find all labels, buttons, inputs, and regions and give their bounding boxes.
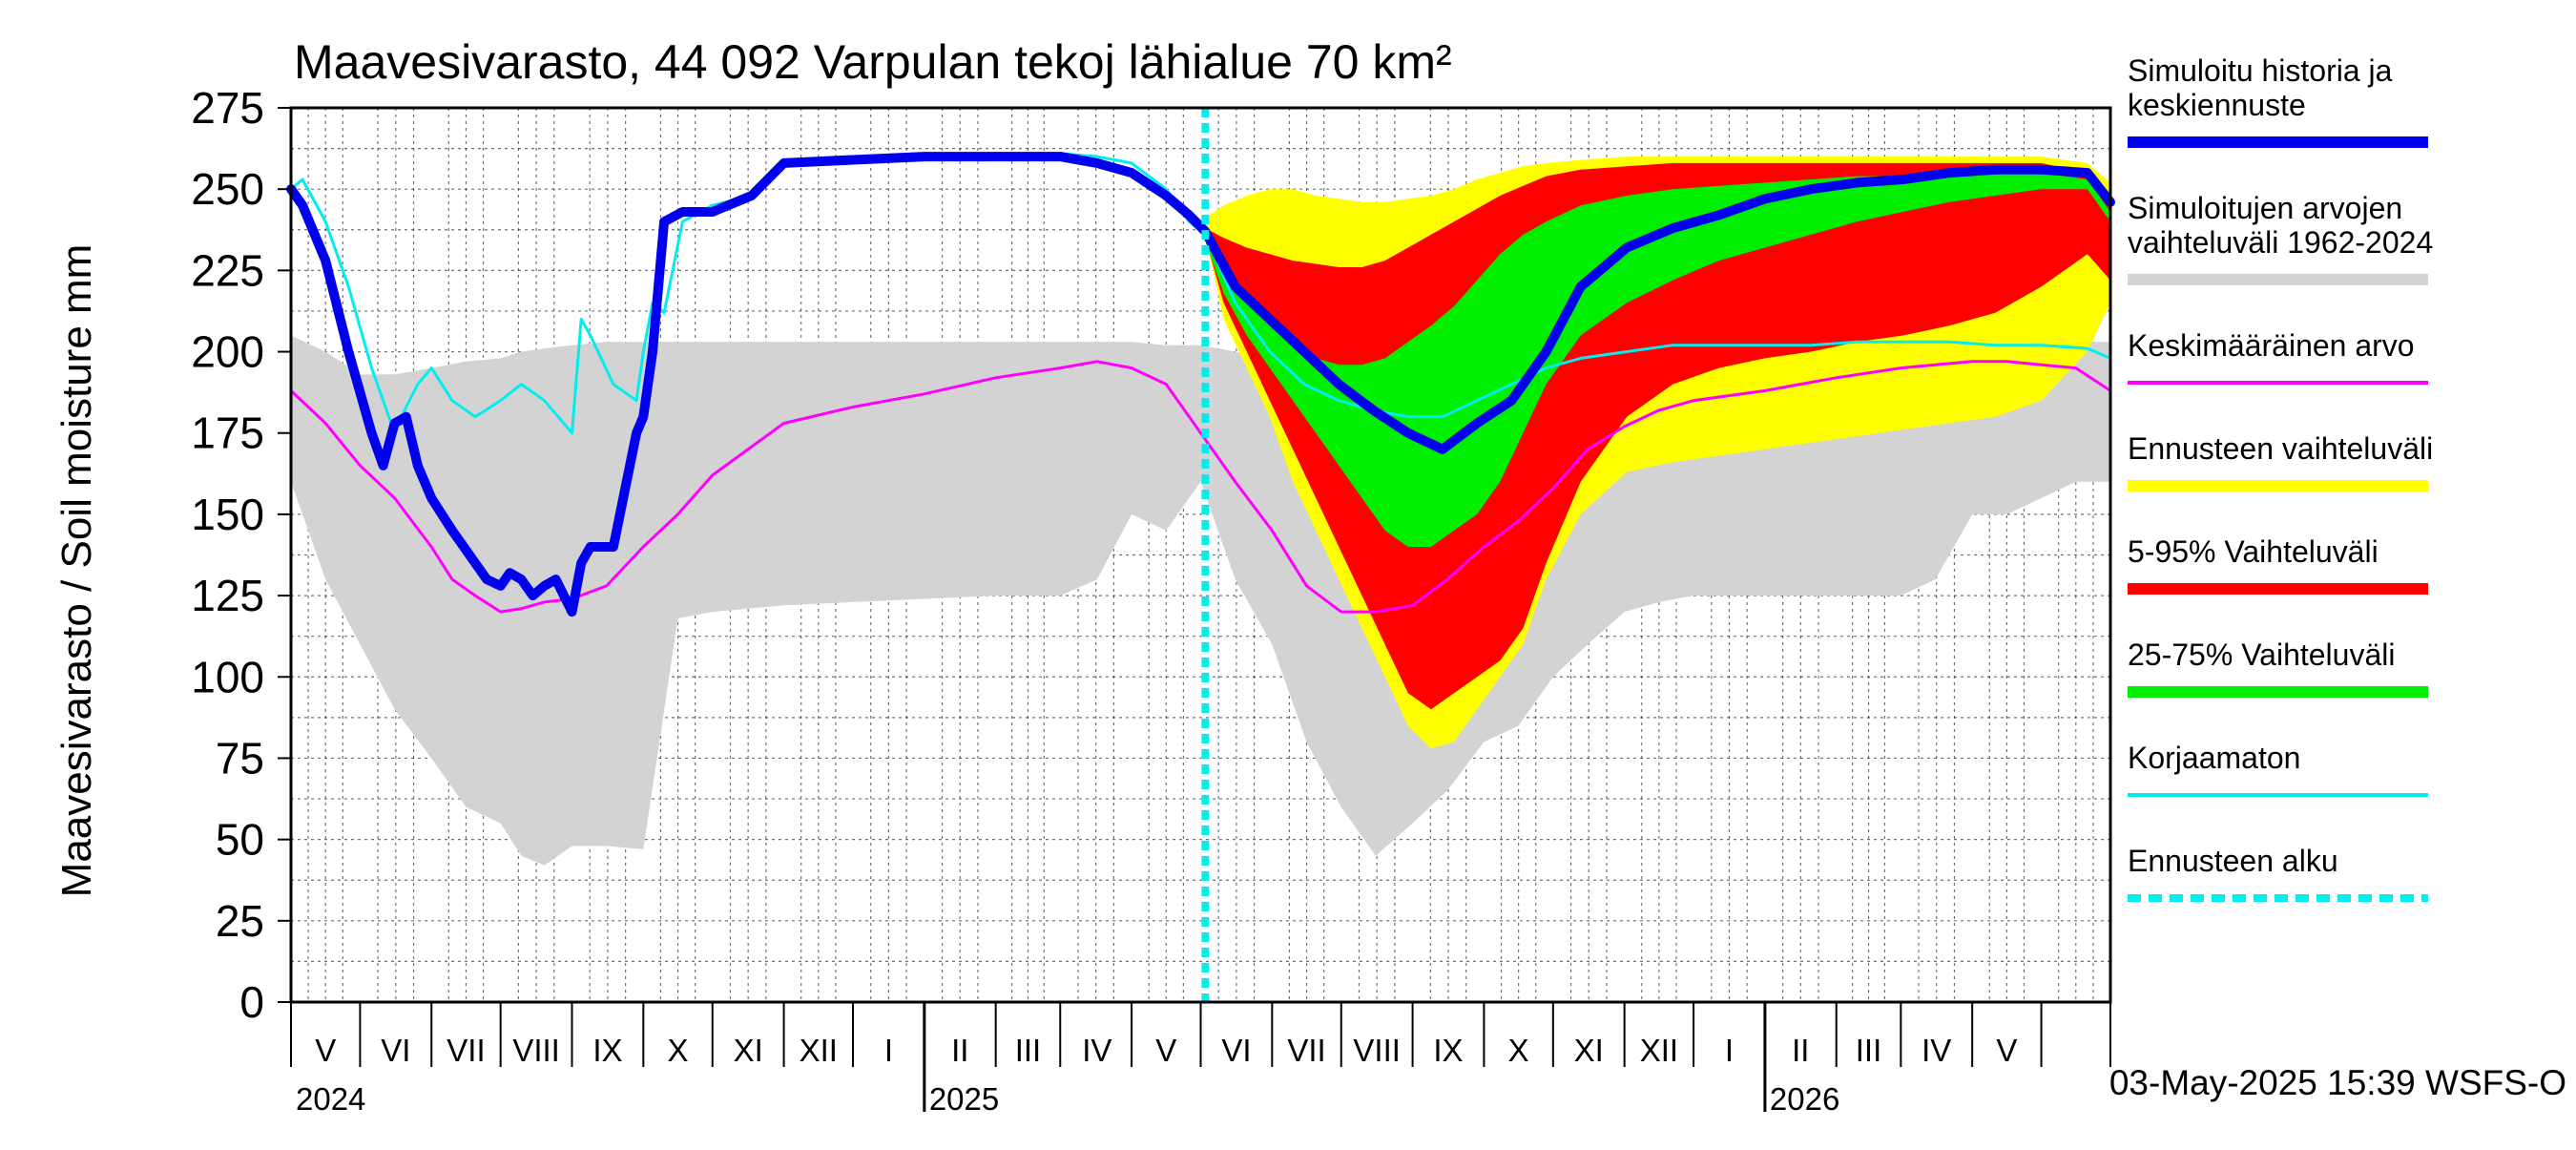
y-tick-label: 125 (191, 571, 264, 620)
y-tick-label: 225 (191, 245, 264, 295)
y-tick-label: 175 (191, 408, 264, 458)
y-tick-label: 50 (216, 815, 264, 865)
y-tick-label: 150 (191, 490, 264, 539)
month-label: VI (1221, 1033, 1251, 1068)
y-tick-label: 25 (216, 896, 264, 946)
month-label: II (951, 1033, 968, 1068)
legend-label: Keskimääräinen arvo (2128, 328, 2415, 363)
legend-label: 5-95% Vaihteluväli (2128, 534, 2379, 569)
legend-label-line: 5-95% Vaihteluväli (2128, 534, 2379, 569)
month-label: X (1508, 1033, 1529, 1068)
y-axis-label: Maavesivarasto / Soil moisture mm (53, 244, 100, 898)
legend-label-line: Ennusteen alku (2128, 844, 2338, 878)
month-label: I (884, 1033, 893, 1068)
month-label: IV (1922, 1033, 1951, 1068)
legend-label: Simuloitujen arvojen vaihteluväli 1962-20… (2128, 191, 2433, 260)
legend-label: 25-75% Vaihteluväli (2128, 638, 2395, 672)
year-label: 2025 (929, 1081, 999, 1117)
month-label: IX (1433, 1033, 1463, 1068)
month-label: IX (592, 1033, 622, 1068)
month-label: VII (1287, 1033, 1325, 1068)
legend-label-line: keskiennuste (2128, 88, 2306, 122)
legend-label: Ennusteen vaihteluväli (2128, 431, 2433, 466)
legend-label-line: 25-75% Vaihteluväli (2128, 638, 2395, 672)
legend: Simuloitu historia ja keskiennusteSimuloi… (2128, 53, 2433, 902)
month-label: VIII (1353, 1033, 1401, 1068)
month-label: X (668, 1033, 689, 1068)
month-label: VIII (512, 1033, 560, 1068)
chart-title: Maavesivarasto, 44 092 Varpulan tekoj lä… (294, 35, 1452, 89)
month-label: XI (1574, 1033, 1604, 1068)
timestamp: 03-May-2025 15:39 WSFS-O (2109, 1063, 2566, 1102)
legend-label: Ennusteen alku (2128, 844, 2338, 878)
legend-label-line: Keskimääräinen arvo (2128, 328, 2415, 363)
legend-label-line: vaihteluväli 1962-2024 (2128, 225, 2433, 260)
y-tick-label: 275 (191, 83, 264, 133)
legend-label-line: Simuloitujen arvojen (2128, 191, 2402, 225)
month-label: V (315, 1033, 336, 1068)
month-label: XI (734, 1033, 763, 1068)
month-label: XII (1640, 1033, 1678, 1068)
month-label: I (1725, 1033, 1734, 1068)
month-label: IV (1082, 1033, 1111, 1068)
legend-label: Korjaamaton (2128, 741, 2300, 775)
band-25-75-vaihteluv-li (1205, 173, 2110, 547)
legend-label: Simuloitu historia ja keskiennuste (2128, 53, 2393, 122)
month-label: VII (447, 1033, 485, 1068)
month-label: VI (381, 1033, 410, 1068)
month-label: III (1856, 1033, 1882, 1068)
y-tick-label: 100 (191, 652, 264, 701)
year-label: 2024 (296, 1081, 365, 1117)
month-label: XII (800, 1033, 838, 1068)
plot-area (286, 107, 2115, 1003)
legend-label-line: Ennusteen vaihteluväli (2128, 431, 2433, 466)
legend-label-line: Simuloitu historia ja (2128, 53, 2393, 88)
band-simuloitujen-arvojen-vaihteluv-li-1962-2024 (291, 335, 2110, 866)
month-label: III (1015, 1033, 1042, 1068)
y-tick-label: 250 (191, 164, 264, 214)
year-label: 2026 (1770, 1081, 1839, 1117)
y-tick-label: 75 (216, 733, 264, 783)
line-keskim-r-inen-arvo (289, 360, 2112, 614)
y-tick-label: 200 (191, 327, 264, 377)
y-tick-label: 0 (239, 977, 264, 1027)
month-label: II (1792, 1033, 1809, 1068)
month-label: V (1996, 1033, 2017, 1068)
legend-label-line: Korjaamaton (2128, 741, 2300, 775)
line-simuloitu-historia-ja-keskiennuste (286, 152, 2115, 617)
band-5-95-vaihteluv-li (1205, 162, 2110, 710)
month-label: V (1155, 1033, 1176, 1068)
